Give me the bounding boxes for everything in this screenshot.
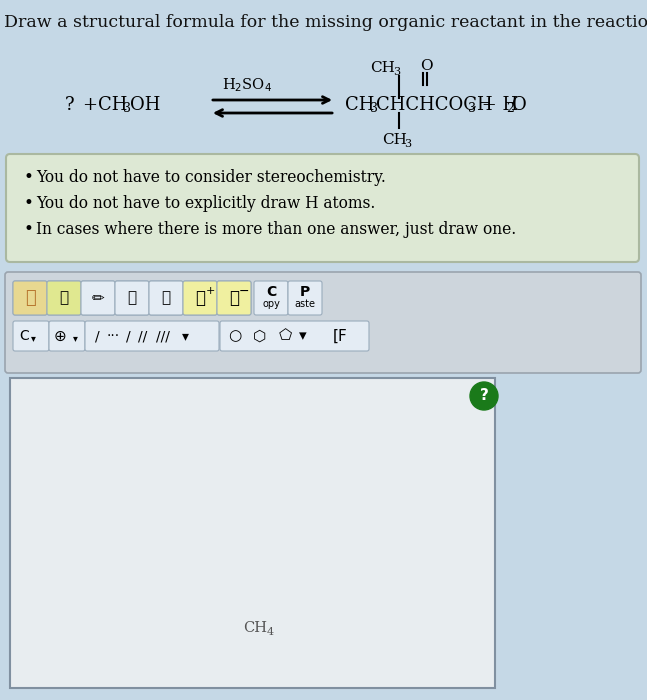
Text: •: • <box>24 195 34 213</box>
Text: H$_2$SO$_4$: H$_2$SO$_4$ <box>222 76 272 94</box>
Text: C: C <box>266 285 276 299</box>
Text: O: O <box>420 59 433 73</box>
FancyBboxPatch shape <box>47 281 81 315</box>
Text: 3: 3 <box>370 102 378 116</box>
Text: 〰: 〰 <box>127 290 137 305</box>
Text: •: • <box>24 169 34 186</box>
Text: ⬡: ⬡ <box>254 328 267 344</box>
Text: /: / <box>94 329 99 343</box>
FancyBboxPatch shape <box>13 321 49 351</box>
Text: ▾: ▾ <box>299 328 307 344</box>
Text: + H: + H <box>476 96 518 114</box>
FancyBboxPatch shape <box>149 281 183 315</box>
Text: 3: 3 <box>468 102 476 116</box>
Text: ○: ○ <box>228 328 241 344</box>
Text: O: O <box>512 96 527 114</box>
Text: You do not have to consider stereochemistry.: You do not have to consider stereochemis… <box>36 169 386 186</box>
Text: CHCHCOCH: CHCHCOCH <box>376 96 492 114</box>
Text: 4: 4 <box>267 627 274 637</box>
Text: 2: 2 <box>506 102 514 116</box>
FancyBboxPatch shape <box>13 281 47 315</box>
Text: aste: aste <box>294 299 316 309</box>
Text: ▾: ▾ <box>30 333 36 343</box>
Text: ?: ? <box>479 389 488 403</box>
Text: /: / <box>126 329 130 343</box>
Text: CH: CH <box>345 96 375 114</box>
Text: P: P <box>300 285 310 299</box>
Text: ✏: ✏ <box>92 290 104 305</box>
Text: You do not have to explicitly draw H atoms.: You do not have to explicitly draw H ato… <box>36 195 375 213</box>
Text: ▾: ▾ <box>182 329 188 343</box>
FancyBboxPatch shape <box>6 154 639 262</box>
FancyBboxPatch shape <box>81 281 115 315</box>
Text: ⊕: ⊕ <box>54 328 67 344</box>
Text: ?: ? <box>65 96 74 114</box>
Text: 3: 3 <box>393 67 400 77</box>
FancyBboxPatch shape <box>85 321 219 351</box>
FancyBboxPatch shape <box>47 281 81 315</box>
FancyBboxPatch shape <box>217 281 251 315</box>
Bar <box>10 378 495 688</box>
Text: −: − <box>239 284 249 298</box>
Text: •: • <box>24 221 34 239</box>
Text: OH: OH <box>130 96 160 114</box>
Text: 🔍: 🔍 <box>195 289 205 307</box>
Text: ···: ··· <box>107 329 120 343</box>
Text: +: + <box>205 286 215 296</box>
Text: CH: CH <box>243 621 267 635</box>
FancyBboxPatch shape <box>220 321 369 351</box>
Text: 🔒: 🔒 <box>60 290 69 305</box>
Text: 3: 3 <box>404 139 411 149</box>
FancyBboxPatch shape <box>115 281 149 315</box>
Text: 🔍: 🔍 <box>229 289 239 307</box>
Text: ✋: ✋ <box>25 289 36 307</box>
Text: In cases where there is more than one answer, just draw one.: In cases where there is more than one an… <box>36 221 516 239</box>
Text: 🍃: 🍃 <box>162 290 171 305</box>
Text: //: // <box>138 329 148 343</box>
Text: CH: CH <box>98 96 127 114</box>
FancyBboxPatch shape <box>115 281 149 315</box>
FancyBboxPatch shape <box>49 321 85 351</box>
FancyBboxPatch shape <box>183 281 217 315</box>
FancyBboxPatch shape <box>288 281 322 315</box>
Text: CH: CH <box>382 133 407 147</box>
Text: +: + <box>82 96 97 114</box>
Text: 3: 3 <box>123 102 131 116</box>
Text: opy: opy <box>262 299 280 309</box>
FancyBboxPatch shape <box>13 281 47 315</box>
Circle shape <box>470 382 498 410</box>
Text: ///: /// <box>156 329 170 343</box>
Text: Draw a structural formula for the missing organic reactant in the reaction below: Draw a structural formula for the missin… <box>4 14 647 31</box>
Text: ▾: ▾ <box>72 333 78 343</box>
Text: ⬠: ⬠ <box>278 328 292 344</box>
FancyBboxPatch shape <box>5 272 641 373</box>
Text: CH: CH <box>370 61 395 75</box>
FancyBboxPatch shape <box>183 281 217 315</box>
FancyBboxPatch shape <box>149 281 183 315</box>
FancyBboxPatch shape <box>254 281 288 315</box>
FancyBboxPatch shape <box>217 281 251 315</box>
FancyBboxPatch shape <box>81 281 115 315</box>
Text: [F: [F <box>333 328 347 344</box>
Text: C: C <box>19 329 29 343</box>
